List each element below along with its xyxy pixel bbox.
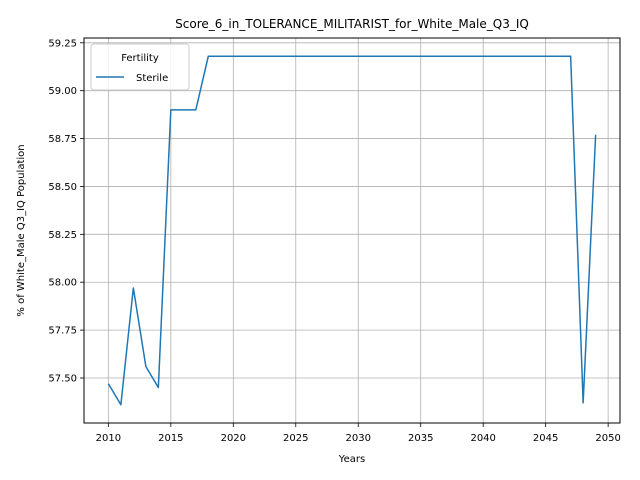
series-lines bbox=[107, 55, 597, 406]
legend-title: Fertility bbox=[121, 53, 159, 64]
y-tick-label: 59.00 bbox=[48, 86, 77, 97]
legend: Fertility Sterile bbox=[90, 43, 190, 91]
x-axis-ticks: 2010 2015 2020 2025 2030 2035 2040 2045 2050 bbox=[96, 423, 621, 444]
grid-lines bbox=[84, 38, 620, 423]
x-tick-label: 2020 bbox=[221, 433, 246, 444]
chart-title: Score_6_in_TOLERANCE_MILITARIST_for_Whit… bbox=[175, 17, 529, 31]
x-axis-label: Years bbox=[338, 454, 365, 465]
y-axis-ticks: 57.50 57.75 58.00 58.25 58.50 58.75 59.00 59.25 bbox=[48, 38, 84, 384]
axes-frame bbox=[83, 37, 621, 424]
series-line-sterile bbox=[107, 55, 597, 406]
x-tick-label: 2045 bbox=[533, 433, 558, 444]
legend-label-sterile: Sterile bbox=[136, 73, 168, 84]
y-axis-label: % of White_Male Q3_IQ Population bbox=[16, 144, 27, 316]
x-tick-label: 2030 bbox=[346, 433, 371, 444]
y-tick-label: 58.75 bbox=[48, 134, 77, 145]
y-tick-label: 58.50 bbox=[48, 182, 77, 193]
y-tick-label: 58.00 bbox=[48, 278, 77, 289]
x-tick-label: 2035 bbox=[408, 433, 433, 444]
x-tick-label: 2025 bbox=[283, 433, 308, 444]
x-tick-label: 2010 bbox=[96, 433, 121, 444]
legend-box bbox=[90, 43, 190, 91]
y-tick-label: 59.25 bbox=[48, 38, 77, 49]
x-tick-label: 2050 bbox=[595, 433, 620, 444]
x-tick-label: 2040 bbox=[470, 433, 495, 444]
y-tick-label: 58.25 bbox=[48, 230, 77, 241]
y-tick-label: 57.50 bbox=[48, 373, 77, 384]
y-tick-label: 57.75 bbox=[48, 326, 77, 337]
x-tick-label: 2015 bbox=[158, 433, 183, 444]
